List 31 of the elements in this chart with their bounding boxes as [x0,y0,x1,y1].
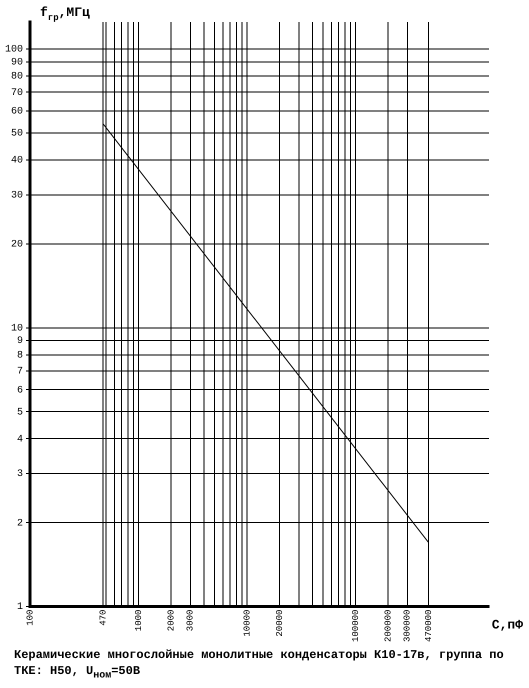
y-tick-label: 50 [10,128,24,140]
x-tick-label: 1000 [134,610,144,632]
y-tick-label: 8 [16,350,24,362]
x-tick-label: 20000 [275,610,286,637]
x-tick-label: 470 [98,610,108,626]
x-tick-label: 2000 [166,610,177,632]
y-tick-label: 9 [16,336,24,348]
y-tick-label: 30 [10,190,24,202]
y-tick-label: 4 [16,434,24,446]
y-tick-label: 20 [10,240,24,251]
y-tick-label: 100 [4,44,24,56]
text: Керамические многослойные монолитные конденсаторы К10-17в, группа по ТКЕ: Н50, U$_{ном}$=50В [13,647,505,684]
x-tick-label: 10000 [242,610,252,637]
y-tick-label: 7 [16,366,24,378]
x-axis-title: C,пФ [492,618,524,633]
y-tick-label: 5 [16,407,24,418]
y-tick-label: 10 [10,323,24,334]
x-tick-label: 300000 [402,610,413,642]
x-tick-label: 100000 [350,610,361,642]
y-tick-label: 70 [10,88,24,99]
y-tick-label: 40 [10,156,24,167]
x-tick-label: 470000 [424,610,434,642]
y-tick-label: 1 [16,602,24,614]
y-tick-label: 6 [16,385,24,396]
y-tick-label: 90 [10,57,24,68]
y-tick-label: 2 [16,518,24,530]
x-tick-label: 200000 [384,610,394,642]
y-tick-label: 80 [10,72,24,83]
y-tick-label: 60 [10,106,24,118]
y-tick-label: 3 [16,469,24,480]
x-tick-label: 3000 [186,610,196,632]
